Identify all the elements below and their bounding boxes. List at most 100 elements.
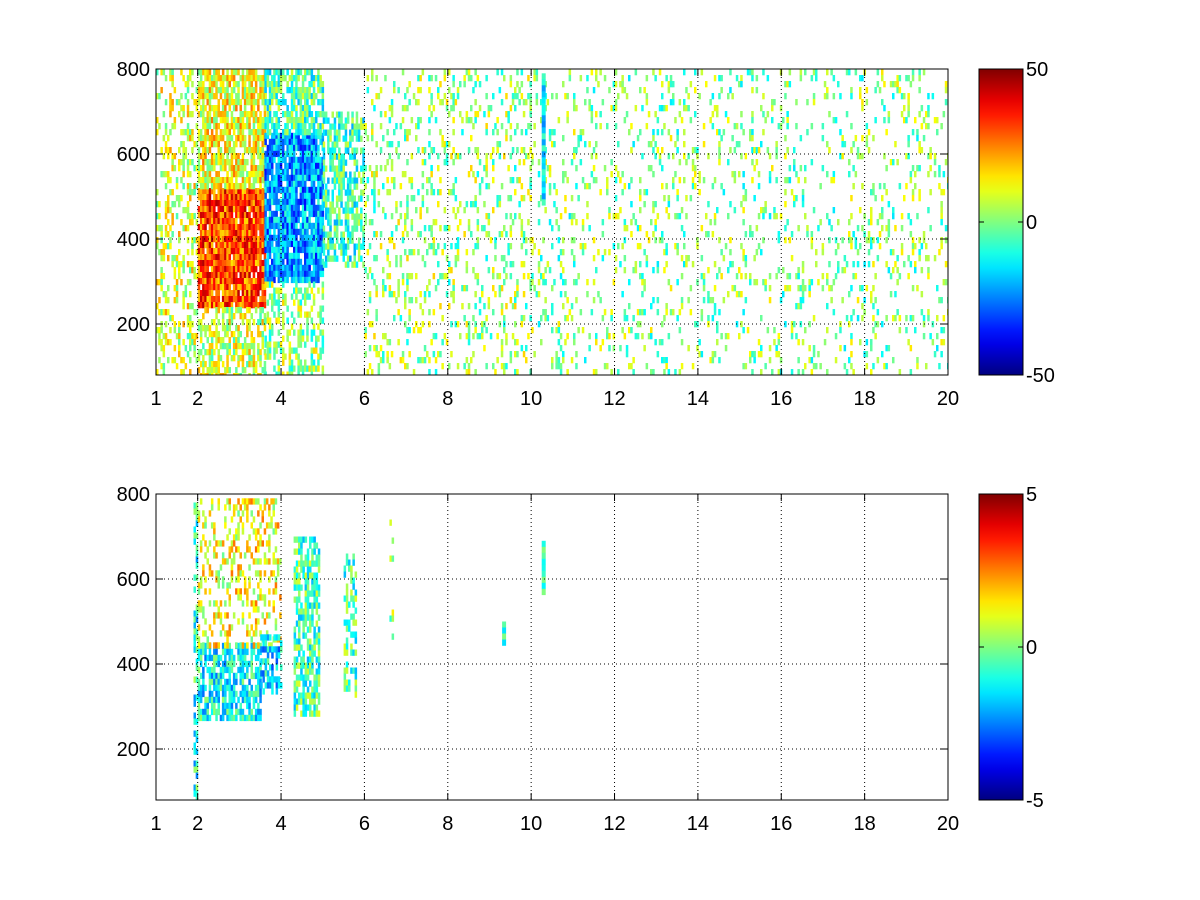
heatmap-cell (861, 105, 864, 112)
heatmap-cell (368, 267, 372, 274)
heatmap-cell (160, 363, 163, 370)
heatmap-cell (246, 224, 249, 231)
heatmap-cell (308, 281, 311, 288)
heatmap-cell (279, 75, 283, 82)
heatmap-cell (243, 123, 247, 130)
heatmap-cell (273, 252, 276, 260)
heatmap-cell (907, 105, 910, 112)
heatmap-cell (423, 225, 427, 232)
heatmap-cell (608, 213, 611, 220)
heatmap-cell (246, 254, 249, 261)
heatmap-cell (636, 225, 640, 232)
heatmap-cell (197, 224, 201, 231)
heatmap-cell (406, 327, 409, 334)
heatmap-cell (573, 339, 576, 346)
heatmap-cell (395, 255, 398, 262)
heatmap-cell (393, 87, 396, 94)
heatmap-cell (158, 93, 161, 100)
heatmap-cell (164, 75, 168, 82)
heatmap-cell (522, 291, 526, 298)
heatmap-cell (623, 117, 627, 124)
heatmap-cell (766, 111, 770, 118)
heatmap-cell (474, 243, 477, 250)
heatmap-cell (246, 266, 249, 273)
heatmap-cell (246, 111, 249, 118)
heatmap-cell (230, 236, 234, 243)
heatmap-cell (191, 213, 194, 220)
heatmap-cell (592, 279, 596, 286)
heatmap-cell (850, 147, 853, 154)
heatmap-cell (366, 177, 370, 184)
heatmap-cell (224, 147, 227, 154)
heatmap-cell (208, 260, 212, 267)
heatmap-cell (676, 249, 679, 256)
heatmap-cell (481, 333, 484, 340)
heatmap-cell (275, 129, 278, 136)
heatmap-cell (266, 270, 270, 278)
heatmap-cell (371, 129, 374, 136)
heatmap-cell (286, 234, 289, 242)
heatmap-cell (178, 261, 181, 268)
heatmap-cell (581, 129, 585, 136)
heatmap-cell (841, 237, 844, 244)
heatmap-cell (297, 138, 300, 146)
heatmap-cell (312, 359, 316, 366)
heatmap-cell (883, 183, 886, 190)
heatmap-cell (861, 315, 864, 322)
heatmap-cell (171, 123, 174, 130)
heatmap-cell (476, 333, 480, 340)
heatmap-cell (284, 276, 287, 284)
heatmap-cell (215, 93, 218, 100)
heatmap-cell (248, 278, 251, 285)
heatmap-cell (437, 261, 440, 268)
heatmap-cell (766, 327, 770, 334)
heatmap-cell (175, 177, 179, 184)
heatmap-cell (273, 75, 276, 82)
heatmap-cell (199, 81, 203, 88)
heatmap-cell (189, 267, 192, 274)
heatmap-cell (898, 75, 902, 82)
heatmap-cell (271, 132, 274, 140)
heatmap-cell (219, 242, 223, 249)
heatmap-cell (500, 363, 504, 370)
heatmap-cell (282, 132, 285, 140)
heatmap-cell (248, 212, 251, 219)
heatmap-cell (421, 171, 425, 178)
heatmap-cell (301, 293, 305, 300)
heatmap-cell (310, 287, 314, 294)
heatmap-cell (661, 93, 664, 100)
heatmap-cell (171, 159, 174, 166)
heatmap-cell (277, 222, 281, 230)
heatmap-cell (279, 156, 283, 164)
heatmap-cell (230, 278, 234, 285)
heatmap-cell (461, 285, 464, 292)
heatmap-cell (467, 339, 471, 346)
heatmap-cell (284, 246, 287, 254)
heatmap-cell (645, 123, 649, 130)
heatmap-cell (881, 69, 884, 76)
heatmap-cell (665, 357, 668, 364)
heatmap-cell (252, 254, 256, 261)
heatmap-cell (261, 236, 264, 243)
heatmap-cell (264, 69, 267, 76)
heatmap-cell (667, 201, 671, 208)
heatmap-cell (676, 129, 679, 136)
heatmap-cell (735, 273, 739, 280)
heatmap-cell (804, 327, 807, 334)
heatmap-cell (749, 357, 752, 364)
heatmap-cell (284, 228, 287, 236)
heatmap-cell (641, 291, 644, 298)
heatmap-cell (243, 111, 247, 118)
heatmap-cell (284, 204, 287, 212)
heatmap-cell (634, 261, 638, 268)
heatmap-cell (689, 309, 693, 316)
heatmap-cell (178, 159, 181, 166)
heatmap-cell (586, 291, 589, 298)
heatmap-cell (246, 284, 249, 291)
heatmap-cell (206, 165, 209, 172)
heatmap-cell (312, 293, 316, 300)
heatmap-cell (250, 165, 253, 172)
heatmap-cell (716, 105, 719, 112)
heatmap-cell (423, 237, 427, 244)
heatmap-cell (762, 69, 765, 76)
